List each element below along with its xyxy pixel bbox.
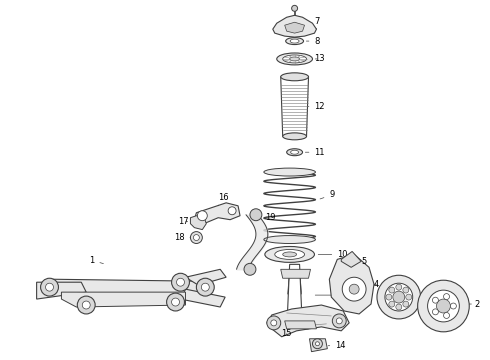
Circle shape: [393, 291, 405, 303]
Polygon shape: [61, 292, 185, 307]
Circle shape: [194, 235, 199, 240]
Text: 15: 15: [281, 329, 292, 338]
Polygon shape: [310, 339, 327, 352]
Polygon shape: [281, 269, 311, 278]
Text: 17: 17: [178, 217, 189, 226]
Circle shape: [228, 207, 236, 215]
Circle shape: [77, 296, 95, 314]
Circle shape: [403, 301, 409, 307]
Circle shape: [428, 290, 459, 322]
Circle shape: [389, 301, 395, 307]
Circle shape: [292, 5, 297, 11]
Circle shape: [417, 280, 469, 332]
Ellipse shape: [264, 235, 316, 243]
Ellipse shape: [264, 168, 316, 176]
Ellipse shape: [275, 249, 305, 260]
Circle shape: [396, 284, 402, 290]
Circle shape: [386, 294, 392, 300]
Text: 5: 5: [357, 257, 367, 266]
Circle shape: [332, 314, 346, 328]
Circle shape: [403, 287, 409, 293]
Ellipse shape: [290, 57, 299, 61]
Ellipse shape: [277, 53, 313, 65]
Circle shape: [250, 209, 262, 221]
Ellipse shape: [283, 252, 296, 257]
Text: 11: 11: [305, 148, 325, 157]
Circle shape: [46, 283, 53, 291]
Circle shape: [201, 283, 209, 291]
Polygon shape: [281, 77, 309, 136]
Circle shape: [450, 303, 456, 309]
Circle shape: [396, 304, 402, 310]
Text: 3: 3: [420, 289, 432, 298]
Polygon shape: [185, 269, 226, 285]
Circle shape: [172, 273, 190, 291]
Ellipse shape: [265, 247, 315, 262]
Circle shape: [437, 299, 450, 313]
Circle shape: [443, 294, 449, 300]
Text: 8: 8: [306, 37, 320, 46]
Ellipse shape: [290, 39, 299, 43]
Ellipse shape: [283, 55, 307, 63]
Circle shape: [443, 312, 449, 319]
Circle shape: [176, 278, 184, 286]
Circle shape: [316, 342, 319, 346]
Ellipse shape: [283, 133, 307, 140]
Text: 13: 13: [315, 54, 325, 63]
Circle shape: [271, 320, 277, 326]
Circle shape: [389, 287, 395, 293]
Polygon shape: [273, 15, 317, 37]
Polygon shape: [49, 279, 205, 295]
Text: 14: 14: [328, 341, 346, 350]
Circle shape: [313, 339, 322, 349]
Circle shape: [349, 284, 359, 294]
Text: 19: 19: [265, 213, 275, 222]
Circle shape: [82, 301, 90, 309]
Circle shape: [377, 275, 420, 319]
Text: 2: 2: [469, 300, 480, 309]
Polygon shape: [285, 22, 305, 33]
Circle shape: [196, 278, 214, 296]
Circle shape: [172, 298, 179, 306]
Polygon shape: [191, 216, 206, 230]
Text: 4: 4: [374, 280, 379, 289]
Polygon shape: [285, 321, 317, 329]
Text: 7: 7: [315, 17, 320, 29]
Ellipse shape: [291, 150, 298, 154]
Text: 9: 9: [320, 190, 335, 199]
Text: 12: 12: [309, 102, 325, 111]
Ellipse shape: [286, 37, 303, 45]
Circle shape: [197, 211, 207, 221]
Text: 18: 18: [174, 233, 191, 242]
Circle shape: [385, 283, 413, 311]
Text: 16: 16: [218, 193, 229, 206]
Circle shape: [433, 309, 439, 315]
Polygon shape: [267, 305, 349, 337]
Circle shape: [406, 294, 412, 300]
Circle shape: [167, 293, 184, 311]
Text: 1: 1: [89, 256, 103, 265]
Circle shape: [191, 231, 202, 243]
Circle shape: [336, 318, 342, 324]
Ellipse shape: [287, 149, 302, 156]
Ellipse shape: [281, 73, 309, 81]
Polygon shape: [195, 203, 240, 223]
Polygon shape: [288, 264, 309, 329]
Polygon shape: [329, 255, 374, 314]
Circle shape: [244, 264, 256, 275]
Circle shape: [342, 277, 366, 301]
Circle shape: [433, 297, 439, 303]
Circle shape: [41, 278, 58, 296]
Circle shape: [267, 316, 281, 330]
Polygon shape: [341, 251, 361, 267]
Text: 6: 6: [315, 291, 343, 300]
Polygon shape: [37, 282, 86, 299]
Polygon shape: [180, 289, 225, 307]
Text: 10: 10: [318, 250, 348, 259]
